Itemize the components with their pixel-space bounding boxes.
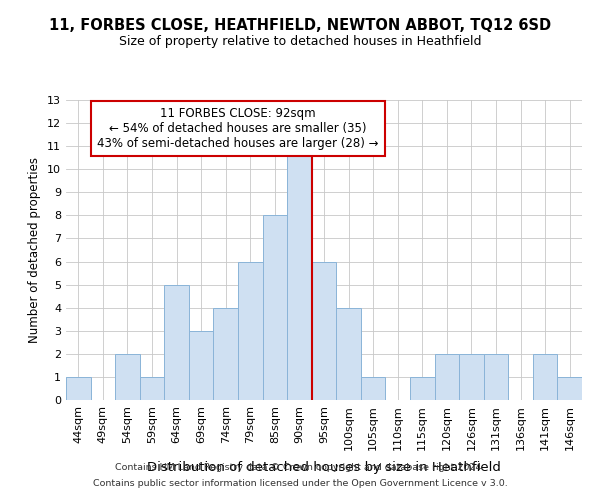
Text: Contains HM Land Registry data © Crown copyright and database right 2024.: Contains HM Land Registry data © Crown c… xyxy=(115,464,485,472)
Bar xyxy=(361,377,385,400)
Bar xyxy=(336,308,361,400)
Bar xyxy=(484,354,508,400)
X-axis label: Distribution of detached houses by size in Heathfield: Distribution of detached houses by size … xyxy=(147,461,501,474)
Bar xyxy=(140,377,164,400)
Bar xyxy=(164,284,189,400)
Bar xyxy=(312,262,336,400)
Bar xyxy=(287,146,312,400)
Bar xyxy=(557,377,582,400)
Text: 11 FORBES CLOSE: 92sqm
← 54% of detached houses are smaller (35)
43% of semi-det: 11 FORBES CLOSE: 92sqm ← 54% of detached… xyxy=(97,107,379,150)
Bar xyxy=(66,377,91,400)
Y-axis label: Number of detached properties: Number of detached properties xyxy=(28,157,41,343)
Bar xyxy=(238,262,263,400)
Bar xyxy=(410,377,434,400)
Text: Contains public sector information licensed under the Open Government Licence v : Contains public sector information licen… xyxy=(92,478,508,488)
Bar xyxy=(214,308,238,400)
Text: Size of property relative to detached houses in Heathfield: Size of property relative to detached ho… xyxy=(119,34,481,48)
Bar xyxy=(263,216,287,400)
Bar xyxy=(115,354,140,400)
Bar xyxy=(533,354,557,400)
Bar xyxy=(434,354,459,400)
Bar xyxy=(459,354,484,400)
Bar xyxy=(189,331,214,400)
Text: 11, FORBES CLOSE, HEATHFIELD, NEWTON ABBOT, TQ12 6SD: 11, FORBES CLOSE, HEATHFIELD, NEWTON ABB… xyxy=(49,18,551,32)
